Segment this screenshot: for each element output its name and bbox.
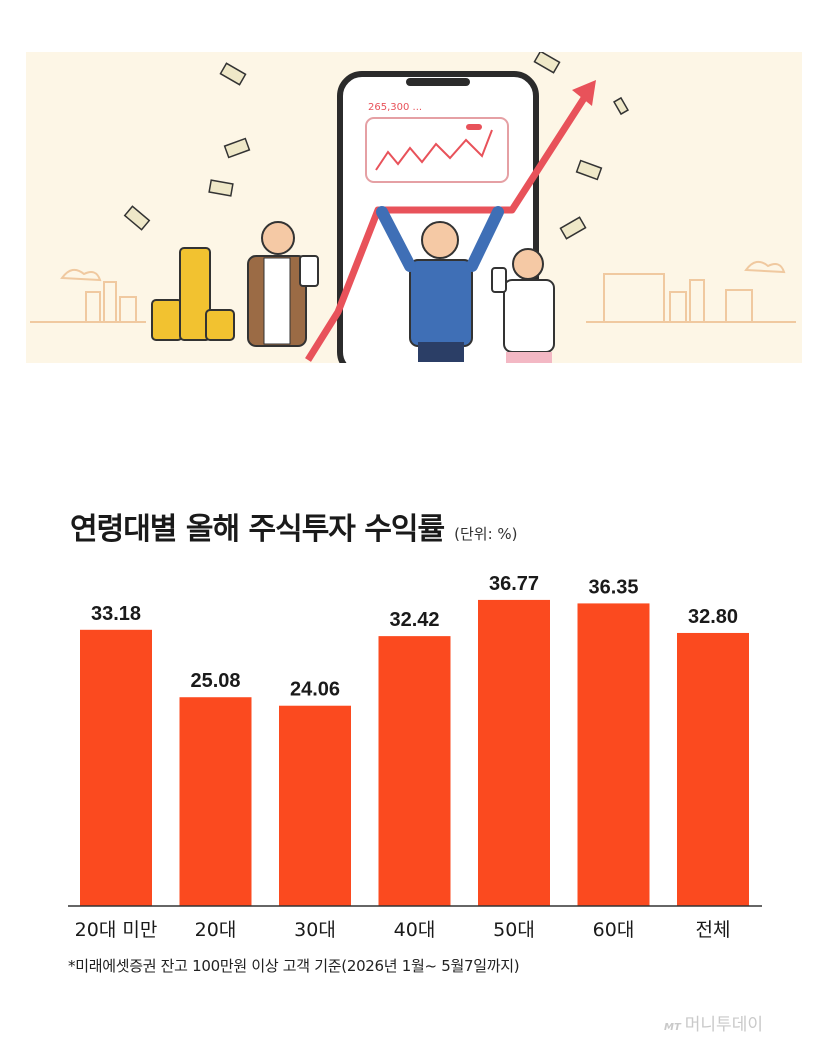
bar-6 [677,632,749,906]
watermark-logo-mark: MT [664,1022,681,1033]
coin-stacks [151,247,235,341]
category-label-2: 30대 [294,919,336,941]
watermark: MT 머니투데이 [664,1010,763,1035]
category-label-4: 50대 [493,919,535,941]
bar-4 [478,599,550,906]
investors-illustration: 265,300 ... [30,50,796,377]
watermark-text: 머니투데이 [684,1015,763,1035]
category-label-6: 전체 [696,919,731,941]
bar-1 [179,697,252,906]
person-center [376,206,504,362]
chart-title: 연령대별 올해 주식투자 수익률 (단위: %) [70,504,518,548]
category-label-5: 60대 [593,919,635,941]
returns-bar-chart: 33.18 25.08 24.06 32.42 36.77 36.35 32.80 20대 … [68,573,762,941]
value-label-6: 32.80 [688,606,738,628]
category-label-0: 20대 미만 [75,919,158,941]
person-left [247,221,319,347]
value-labels-group: 33.18 25.08 24.06 32.42 36.77 36.35 32.80 [91,573,738,701]
value-label-1: 25.08 [190,670,240,692]
flying-banknotes [123,50,629,240]
unit-label: (단위: %) [454,525,518,543]
value-label-5: 36.35 [588,576,638,598]
value-label-4: 36.77 [489,573,539,595]
city-skyline-left [30,268,146,323]
bar-2 [279,705,351,906]
person-right [491,248,555,364]
value-label-0: 33.18 [91,603,141,625]
price-text: 265,300 ... [368,102,422,113]
source-footnote: *미래에셋증권 잔고 100만원 이상 고객 기준(2026년 1월~ 5월7일… [68,957,520,975]
category-label-3: 40대 [394,919,436,941]
value-label-2: 24.06 [290,679,340,701]
category-labels-group: 20대 미만 20대 30대 40대 50대 60대 전체 [75,919,731,941]
bar-3 [378,636,451,906]
chart-title-text: 연령대별 올해 주식투자 수익률 [70,512,445,547]
city-skyline-right [586,260,796,323]
bar-5 [577,603,650,906]
value-label-3: 32.42 [389,609,439,631]
category-label-1: 20대 [195,919,237,941]
bars-group [80,599,749,906]
hero-illustration: 265,300 ... [26,50,802,377]
bar-0 [80,629,152,906]
